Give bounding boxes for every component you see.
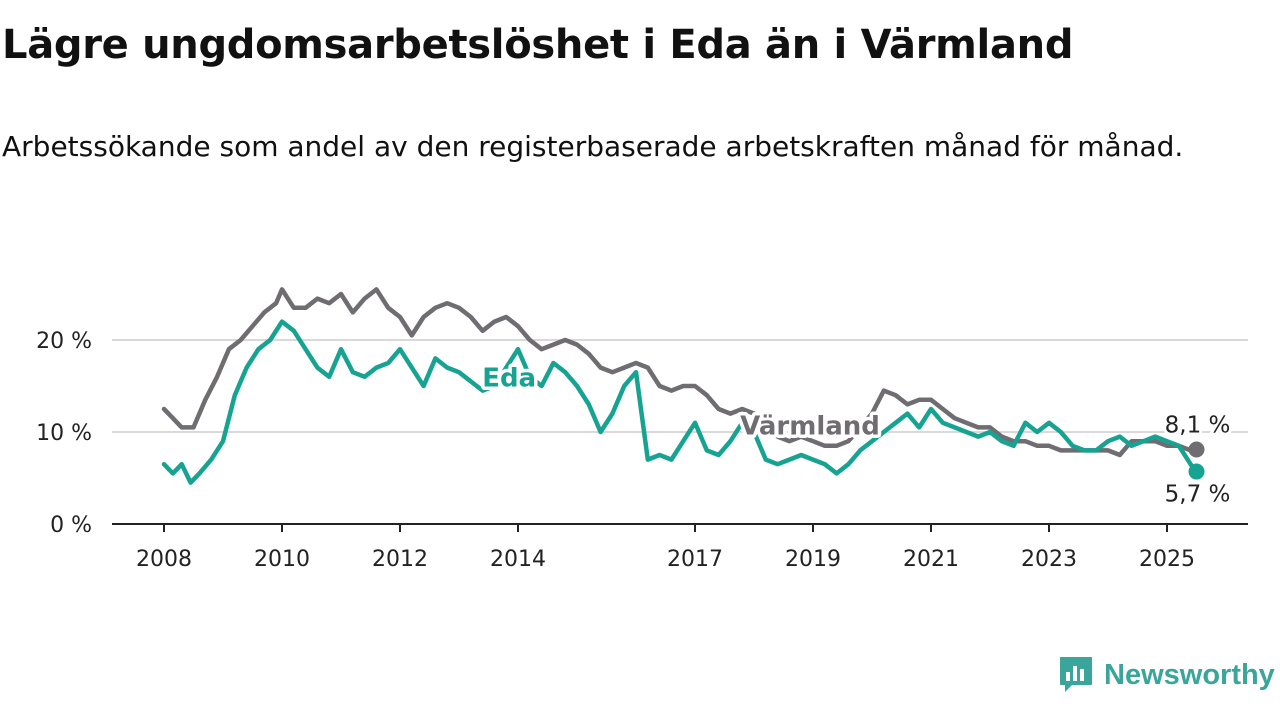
x-tick-label: 2017 [667, 547, 723, 572]
end-value-label: 8,1 % [1165, 412, 1231, 438]
series-label-värmland: Värmland [740, 412, 880, 442]
x-tick-label: 2012 [372, 547, 428, 572]
series-label-eda: Eda [482, 364, 536, 394]
inline-series-labels: Eda Värmland [479, 360, 884, 445]
x-tick-label: 2019 [785, 547, 841, 572]
x-axis: 2008 2010 2012 2014 2017 2019 2021 2023 2025 [112, 523, 1248, 572]
x-tick-label: 2008 [136, 547, 192, 572]
series-lines [161, 287, 1199, 485]
page-title: Lägre ungdomsarbetslöshet i Eda än i Vär… [2, 22, 1074, 68]
newsworthy-logo-icon [1060, 657, 1092, 692]
y-tick-labels: 0 % 10 % 20 % [36, 329, 92, 538]
series-line-värmland [161, 287, 1199, 458]
y-tick-label: 20 % [36, 329, 92, 354]
end-point-värmland [1188, 441, 1205, 458]
end-point-eda [1188, 463, 1205, 480]
end-value-label: 5,7 % [1165, 482, 1231, 508]
y-tick-label: 10 % [36, 421, 92, 446]
x-tick-label: 2014 [490, 547, 546, 572]
x-tick-label: 2021 [903, 547, 959, 572]
x-tick-label: 2023 [1021, 547, 1077, 572]
brand-name: Newsworthy [1104, 658, 1275, 691]
brand-logo: Newsworthy [1058, 655, 1275, 695]
series-line-eda [161, 319, 1199, 485]
x-tick-label: 2025 [1139, 547, 1195, 572]
y-tick-label: 0 % [50, 513, 92, 538]
page-subtitle: Arbetssökande som andel av den registerb… [2, 130, 1184, 163]
x-tick-label: 2010 [254, 547, 310, 572]
end-markers: 8,1 % 5,7 % [1162, 409, 1234, 510]
